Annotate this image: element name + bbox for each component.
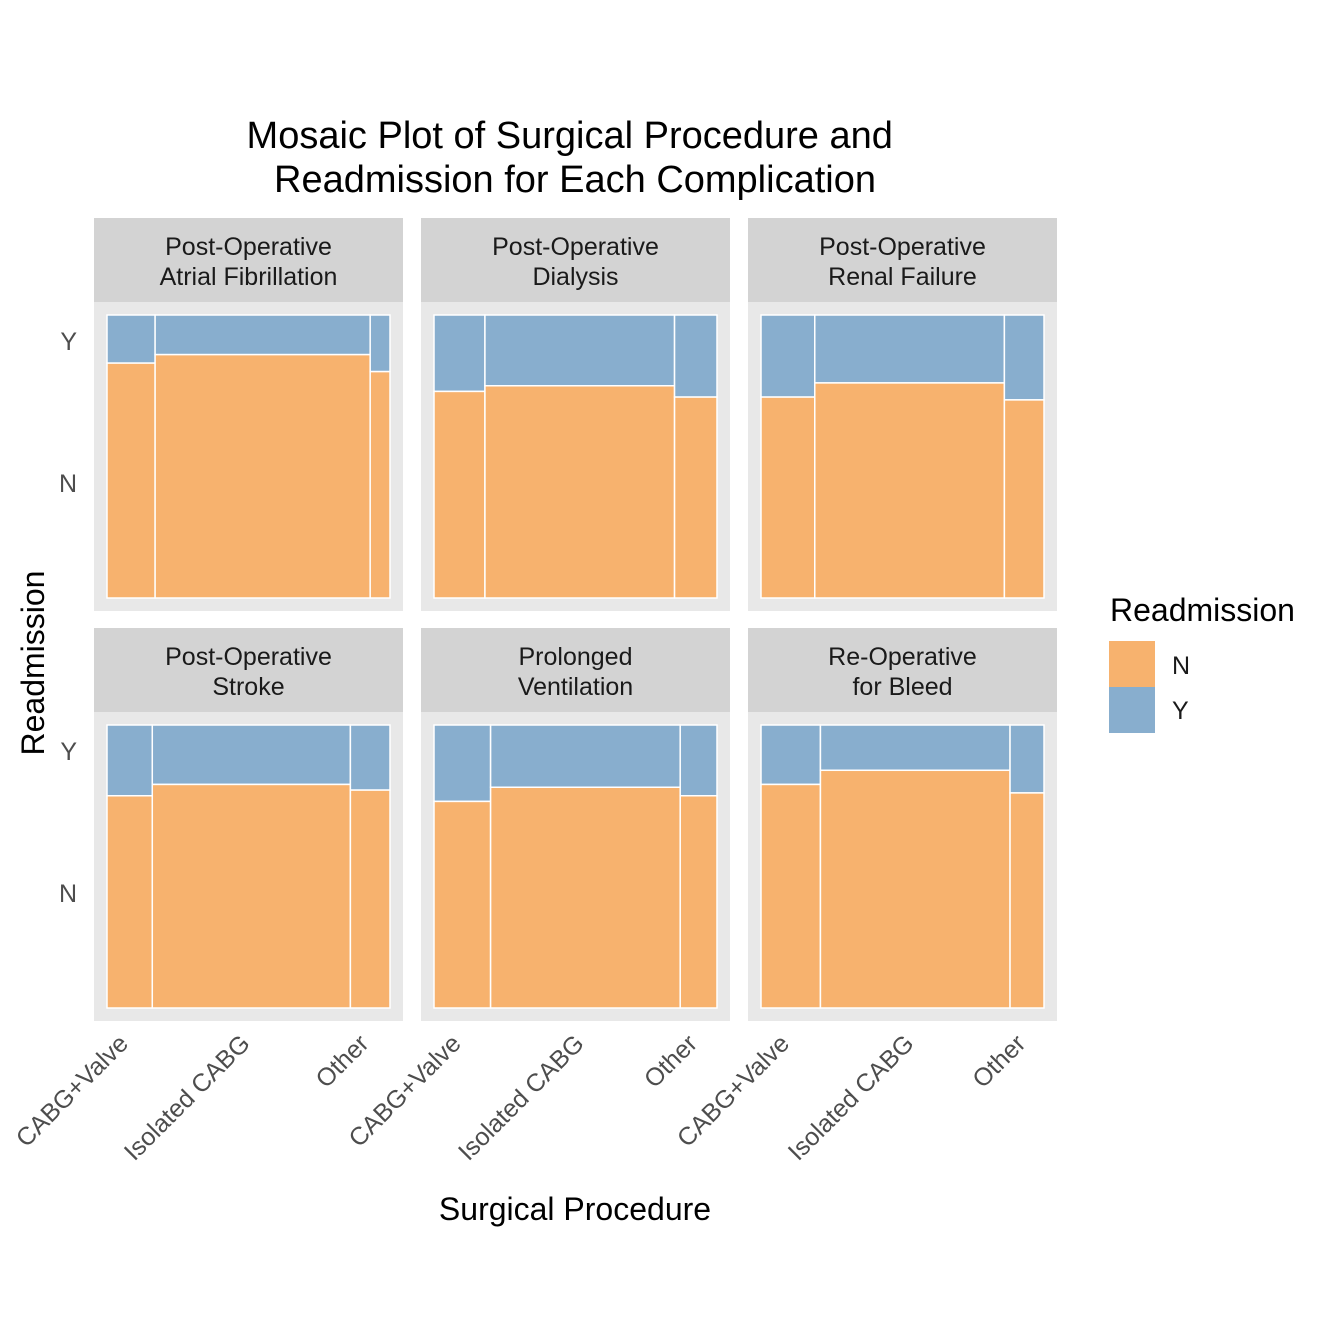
mosaic-tile-y: [106, 314, 156, 364]
mosaic-tile-y: [1003, 314, 1045, 401]
mosaic-tile-y: [433, 724, 492, 803]
mosaic-tile-y: [349, 724, 391, 791]
mosaic-tile-n: [760, 396, 816, 599]
mosaic-tile-y: [760, 724, 822, 786]
facet-strip-label: Re-Operative for Bleed: [828, 643, 977, 701]
facet-strip-label-line: Stroke: [212, 673, 284, 701]
mosaic-tile-n: [433, 800, 492, 1009]
y-tick-label: N: [59, 880, 77, 908]
legend-label-y: Y: [1172, 697, 1189, 725]
facet-strip: [421, 628, 730, 712]
mosaic-tile-y: [679, 724, 718, 797]
chart-title-line: Readmission for Each Complication: [274, 159, 876, 201]
legend-label-n: N: [1172, 652, 1190, 680]
legend-swatch-y: [1109, 687, 1155, 733]
mosaic-tile-n: [1009, 792, 1045, 1009]
mosaic-tile-n: [760, 783, 822, 1009]
facet-strip-label-line: Ventilation: [518, 673, 633, 701]
facet-strip-label-line: Post-Operative: [165, 643, 332, 671]
facet-strip-label: Prolonged Ventilation: [518, 643, 633, 701]
mosaic-tile-n: [349, 789, 391, 1009]
facet-panel: Post-Operative Stroke: [94, 628, 403, 1021]
mosaic-tile-n: [106, 795, 154, 1009]
mosaic-tile-y: [1009, 724, 1045, 794]
mosaic-tile-n: [154, 353, 371, 599]
facet-strip-label-line: Re-Operative: [828, 643, 977, 671]
mosaic-tile-y: [814, 314, 1006, 384]
facet-panel: Post-Operative Renal Failure: [748, 218, 1057, 611]
mosaic-tile-y: [484, 314, 676, 387]
facet-panels: Post-Operative Atrial FibrillationPost-Op…: [94, 218, 1057, 1021]
facet-panel: Post-Operative Atrial Fibrillation: [94, 218, 403, 611]
facet-strip: [94, 218, 403, 302]
facet-strip-label: Post-Operative Atrial Fibrillation: [160, 233, 338, 291]
y-tick-label: Y: [60, 328, 77, 356]
y-tick-label: N: [59, 470, 77, 498]
mosaic-tile-n: [484, 385, 676, 599]
facet-strip-label-line: Renal Failure: [828, 263, 977, 291]
facet-strip: [748, 628, 1057, 712]
legend-title: Readmission: [1110, 592, 1295, 628]
facet-strip: [748, 218, 1057, 302]
mosaic-tile-y: [151, 724, 352, 786]
facet-strip: [421, 218, 730, 302]
x-axis-title: Surgical Procedure: [439, 1191, 711, 1227]
facet-panel: Re-Operative for Bleed: [748, 628, 1057, 1021]
mosaic-tile-y: [433, 314, 486, 393]
mosaic-tile-y: [154, 314, 371, 356]
facet-strip: [94, 628, 403, 712]
mosaic-tile-y: [760, 314, 816, 398]
mosaic-tile-y: [106, 724, 154, 797]
mosaic-tile-n: [151, 783, 352, 1009]
mosaic-tile-n: [433, 390, 486, 599]
facet-strip-label: Post-Operative Stroke: [165, 643, 332, 701]
facet-strip-label-line: Atrial Fibrillation: [160, 263, 338, 291]
mosaic-tile-n: [106, 362, 156, 599]
legend: Readmission N Y: [1109, 592, 1295, 733]
facet-strip-label-line: Post-Operative: [492, 233, 659, 261]
chart-title-line: Mosaic Plot of Surgical Procedure and: [247, 115, 893, 157]
mosaic-tile-y: [489, 724, 681, 789]
legend-swatch-n: [1109, 641, 1155, 687]
mosaic-tile-y: [819, 724, 1011, 772]
chart-title: Mosaic Plot of Surgical Procedure and Re…: [247, 115, 904, 201]
facet-strip-label-line: Dialysis: [532, 263, 618, 291]
facet-panel: Post-Operative Dialysis: [421, 218, 730, 611]
mosaic-tile-n: [679, 795, 718, 1009]
mosaic-tile-n: [814, 382, 1006, 599]
facet-strip-label: Post-Operative Dialysis: [492, 233, 659, 291]
facet-panel: Prolonged Ventilation: [421, 628, 730, 1021]
mosaic-tile-y: [673, 314, 718, 398]
facet-strip-label-line: for Bleed: [852, 673, 952, 701]
y-tick-label: Y: [60, 738, 77, 766]
y-axis-title: Readmission: [15, 571, 51, 756]
facet-strip-label-line: Post-Operative: [819, 233, 986, 261]
mosaic-tile-n: [1003, 399, 1045, 599]
mosaic-tile-y: [369, 314, 391, 373]
facet-strip-label: Post-Operative Renal Failure: [819, 233, 986, 291]
facet-strip-label-line: Prolonged: [519, 643, 633, 671]
mosaic-tile-n: [673, 396, 718, 599]
mosaic-tile-n: [819, 769, 1011, 1009]
mosaic-tile-n: [489, 786, 681, 1009]
facet-strip-label-line: Post-Operative: [165, 233, 332, 261]
mosaic-tile-n: [369, 370, 391, 599]
